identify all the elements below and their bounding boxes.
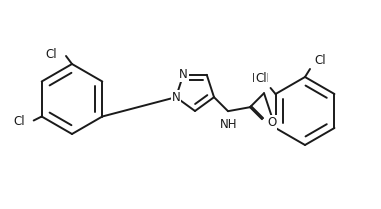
Text: O: O [267,116,276,129]
Text: Cl: Cl [45,48,57,61]
Text: NH: NH [220,118,238,131]
Text: Cl: Cl [314,54,326,67]
Text: HN: HN [252,72,270,85]
Text: N: N [171,91,180,104]
Text: Cl: Cl [13,115,25,128]
Text: N: N [179,68,187,81]
Text: Cl: Cl [255,72,267,85]
